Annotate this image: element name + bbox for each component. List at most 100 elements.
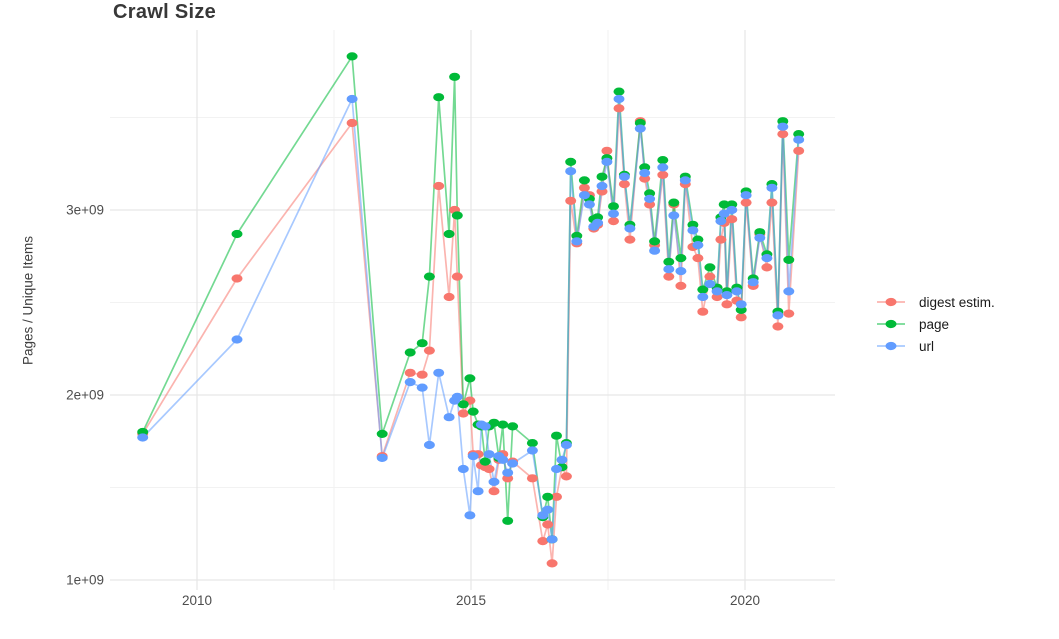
data-point	[457, 409, 469, 418]
data-point	[542, 492, 554, 501]
data-point	[668, 198, 680, 207]
data-point	[761, 263, 773, 272]
y-tick-label: 3e+09	[66, 203, 104, 218]
data-point	[497, 420, 509, 429]
x-tick-label: 2020	[730, 593, 760, 608]
data-point	[697, 292, 709, 302]
data-point	[457, 464, 469, 474]
data-point	[416, 383, 428, 392]
data-point	[488, 477, 500, 486]
data-point	[663, 265, 675, 274]
data-point	[565, 196, 577, 205]
data-point	[542, 520, 554, 529]
data-point	[467, 407, 479, 416]
data-point	[766, 198, 778, 207]
legend-item-digest-estim-: digest estim.	[877, 291, 995, 313]
data-point	[721, 291, 733, 300]
data-point	[697, 285, 709, 294]
data-point	[376, 429, 388, 438]
data-point	[376, 453, 388, 462]
data-point	[618, 172, 630, 181]
data-point	[231, 229, 243, 239]
data-point	[649, 237, 661, 246]
data-point	[618, 180, 630, 189]
legend-item-url: url	[877, 335, 995, 357]
data-point	[346, 118, 358, 128]
data-point	[649, 246, 661, 255]
data-point	[451, 211, 463, 220]
data-point	[783, 309, 795, 318]
data-point	[675, 281, 687, 290]
data-point	[704, 272, 716, 281]
data-point	[526, 474, 538, 483]
data-point	[451, 272, 463, 281]
data-point	[433, 93, 445, 102]
data-point	[571, 237, 583, 246]
data-point	[231, 335, 243, 344]
data-point	[624, 224, 636, 233]
data-point	[526, 446, 538, 455]
data-point	[596, 181, 608, 191]
data-point	[565, 157, 577, 166]
data-point	[464, 374, 476, 383]
data-point	[692, 241, 704, 250]
data-point	[346, 52, 358, 61]
data-point	[697, 307, 709, 316]
data-point	[578, 191, 590, 200]
data-point	[546, 559, 558, 568]
data-point	[663, 272, 675, 281]
data-point	[613, 87, 625, 96]
data-point	[537, 537, 549, 546]
data-point	[663, 257, 675, 266]
data-point	[488, 418, 500, 427]
data-point	[731, 287, 743, 296]
data-point	[766, 183, 778, 192]
legend-key-icon	[877, 319, 905, 329]
data-point	[416, 370, 428, 379]
data-point	[502, 516, 514, 525]
data-point	[704, 263, 716, 272]
data-point	[551, 431, 562, 440]
data-point	[467, 452, 479, 461]
data-point	[423, 346, 435, 355]
data-point	[137, 433, 149, 442]
legend-item-page: page	[877, 313, 995, 335]
data-point	[443, 413, 455, 422]
data-point	[546, 535, 558, 544]
data-point	[735, 313, 747, 322]
data-point	[443, 292, 455, 302]
data-point	[761, 254, 773, 263]
data-point	[560, 472, 572, 481]
data-point	[675, 267, 687, 276]
data-point	[596, 172, 608, 181]
data-point	[601, 146, 613, 155]
data-point	[687, 226, 699, 235]
data-point	[634, 124, 646, 133]
data-point	[502, 468, 514, 477]
data-point	[754, 233, 766, 242]
data-point	[726, 215, 738, 224]
data-point	[472, 487, 484, 496]
data-point	[404, 378, 416, 387]
data-point	[565, 167, 577, 176]
y-tick-label: 1e+09	[66, 573, 104, 588]
legend-label: page	[919, 316, 950, 332]
data-point	[657, 170, 669, 179]
data-point	[793, 146, 805, 155]
data-point	[479, 422, 491, 431]
data-point	[711, 287, 723, 296]
data-point	[423, 440, 435, 450]
data-point	[624, 235, 636, 244]
data-point	[740, 191, 752, 200]
data-point	[464, 511, 476, 520]
data-point	[507, 459, 519, 468]
data-point	[735, 300, 747, 309]
data-point	[704, 279, 716, 289]
data-point	[457, 400, 469, 409]
data-point	[783, 287, 795, 296]
data-point	[783, 255, 795, 264]
data-point	[231, 274, 243, 283]
data-point	[613, 104, 625, 113]
data-point	[692, 254, 704, 263]
